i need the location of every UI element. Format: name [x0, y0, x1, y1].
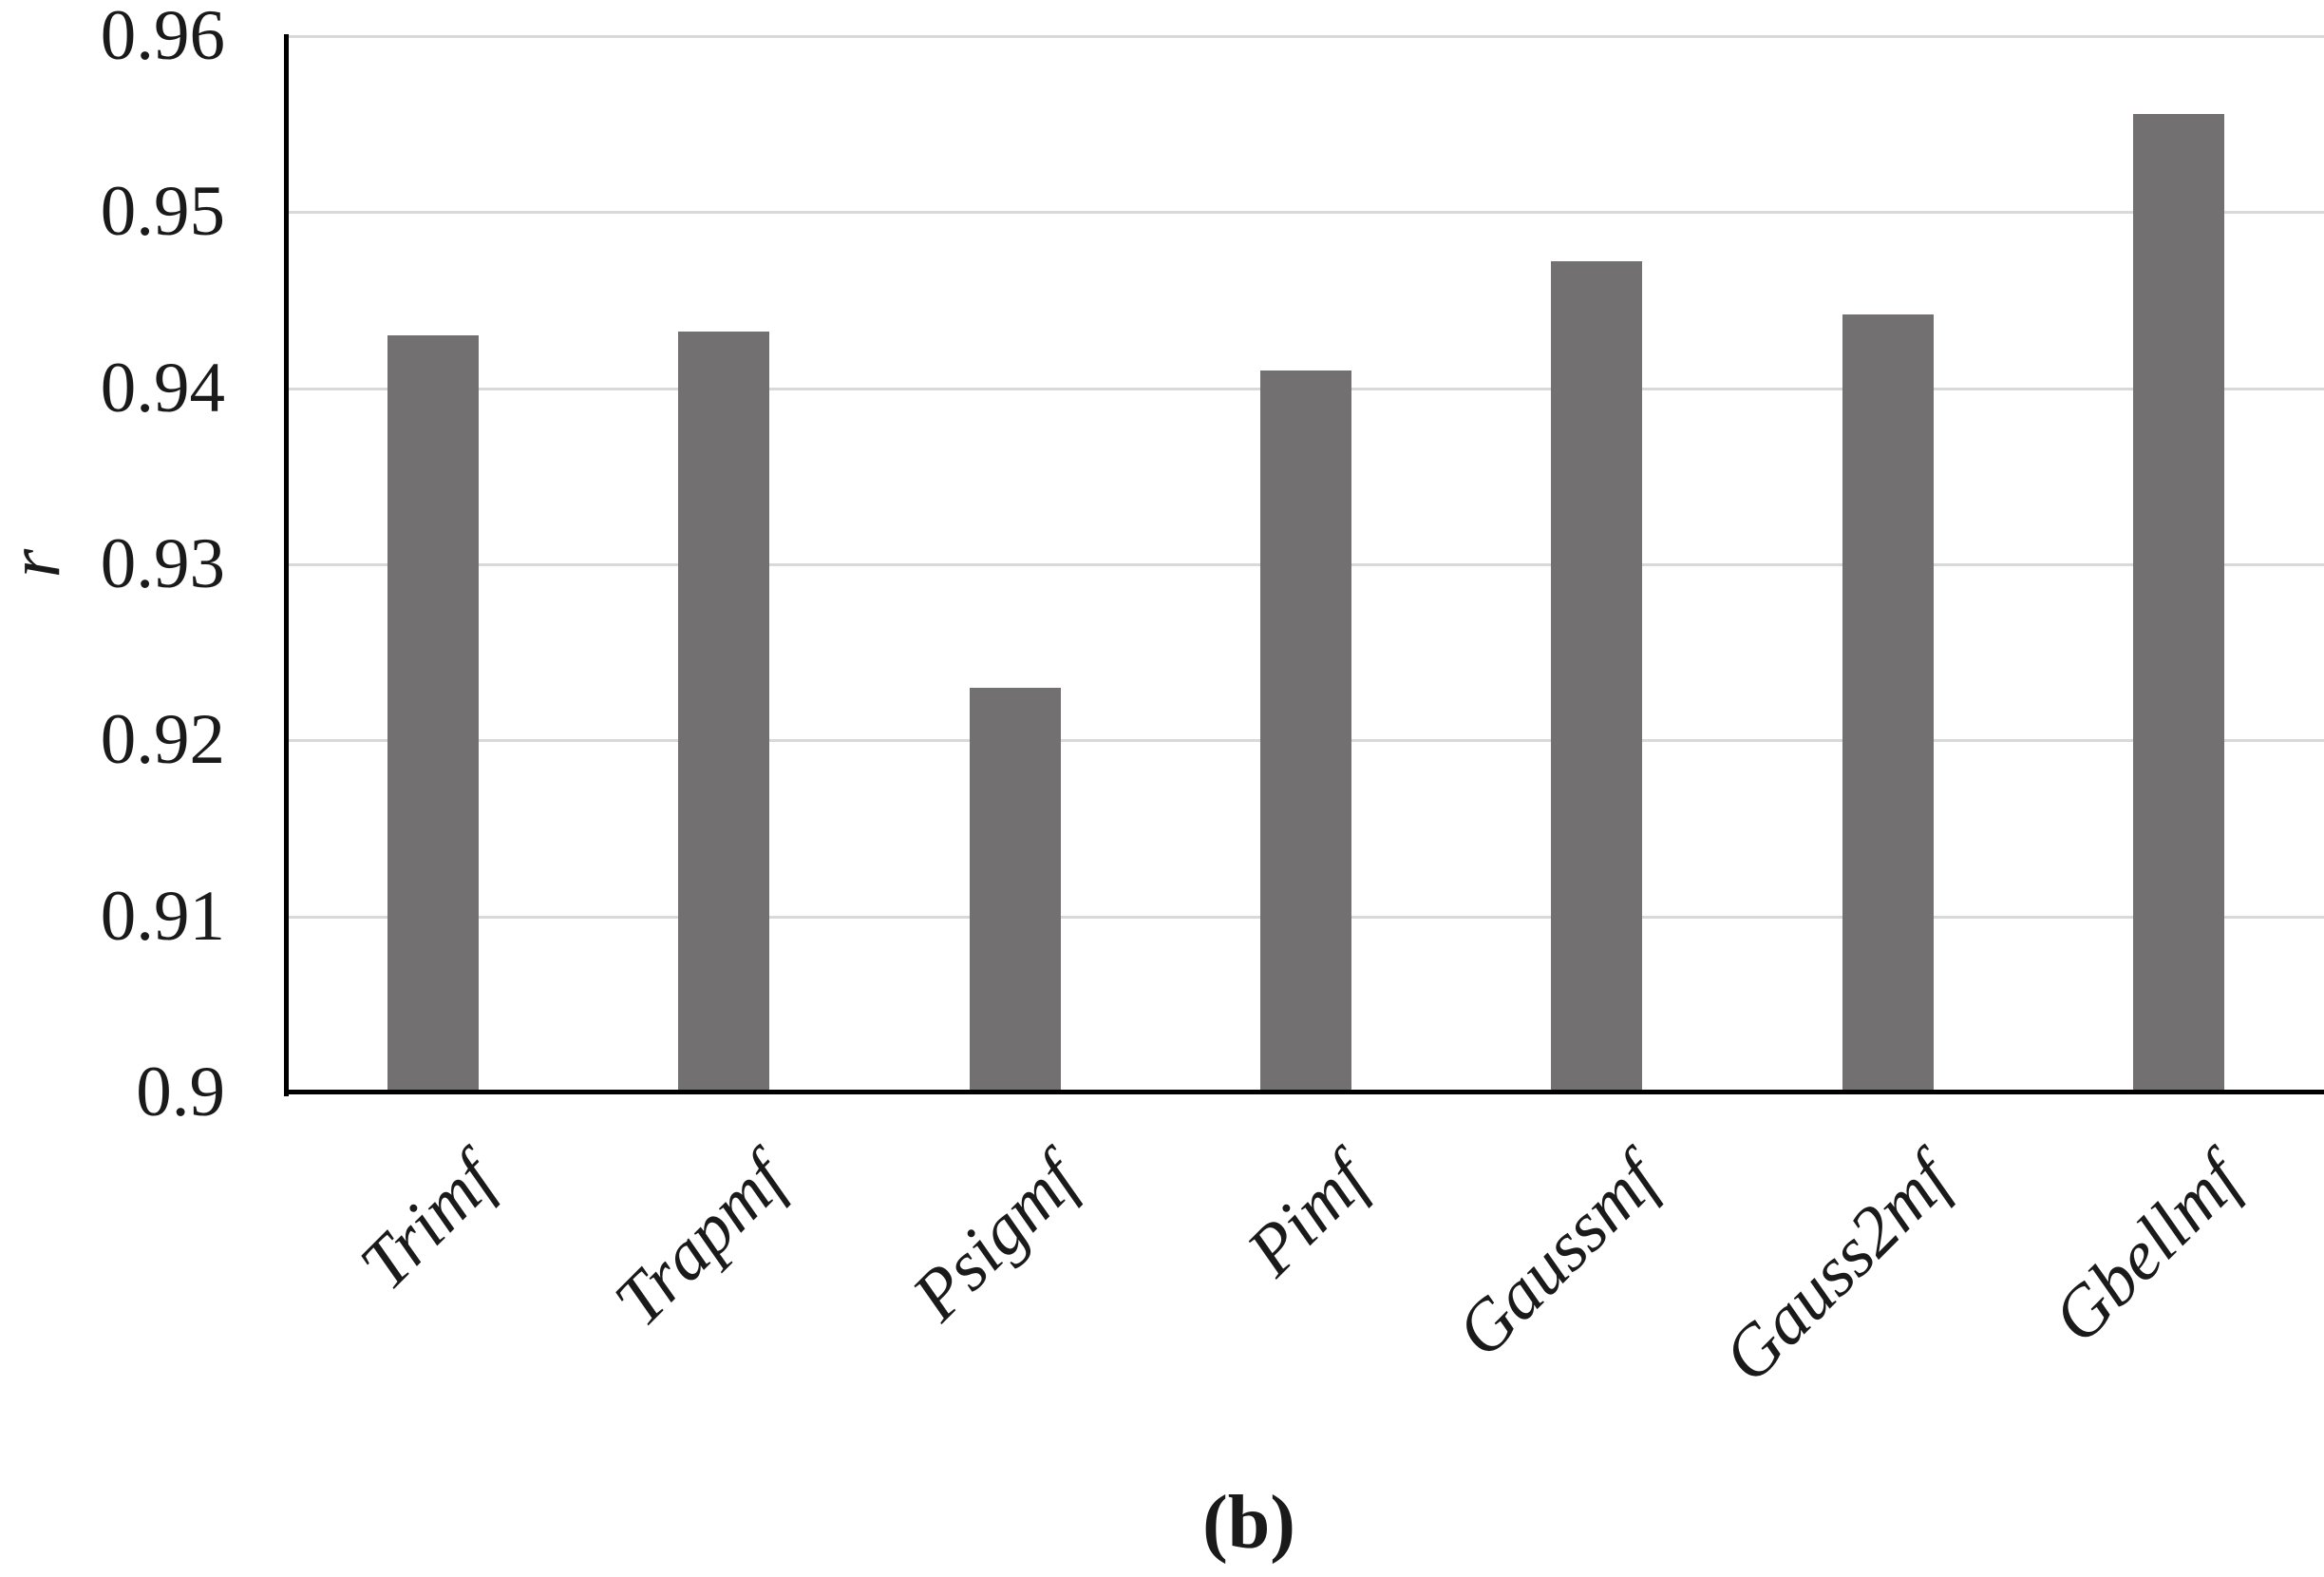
bar-pimf — [1260, 370, 1351, 1092]
y-tick-label-095: 0.95 — [100, 172, 225, 251]
x-tick-label-gbellmf: Gbellmf — [2038, 1139, 2257, 1358]
x-tick-label-trimf: Trimf — [345, 1139, 511, 1305]
x-tick-label-pimf: Pimf — [1232, 1139, 1384, 1291]
bar-gbellmf — [2133, 114, 2224, 1092]
bar-trapmf — [678, 332, 769, 1092]
x-axis-line — [284, 1090, 2324, 1094]
x-axis-tick-labels: Trimf Trapmf Psigmf Pimf Gaussmf Gauss2m… — [288, 1092, 2324, 1492]
y-tick-label-094: 0.94 — [100, 349, 225, 428]
y-tick-label-096: 0.96 — [100, 0, 225, 75]
figure-caption: (b) — [1202, 1481, 1295, 1565]
y-tick-label-090: 0.9 — [136, 1053, 225, 1131]
y-axis-tick-labels: 0.96 0.95 0.94 0.93 0.92 0.91 0.9 — [0, 0, 288, 1188]
x-tick-label-gauss2mf: Gauss2mf — [1708, 1139, 1966, 1397]
bar-gauss2mf — [1842, 314, 1934, 1092]
bar-trimf — [387, 335, 479, 1092]
y-axis-line — [284, 34, 289, 1096]
bar-gaussmf — [1551, 261, 1642, 1092]
x-tick-label-trapmf: Trapmf — [599, 1139, 802, 1341]
y-tick-label-092: 0.92 — [100, 700, 225, 779]
x-tick-label-psigmf: Psigmf — [897, 1139, 1093, 1336]
plot-area — [284, 34, 2324, 1096]
y-tick-label-091: 0.91 — [100, 877, 225, 956]
x-tick-label-gaussmf: Gaussmf — [1442, 1139, 1674, 1373]
y-tick-label-093: 0.93 — [100, 524, 225, 603]
bar-psigmf — [970, 688, 1061, 1092]
gridline — [288, 35, 2324, 38]
gridline — [288, 211, 2324, 214]
